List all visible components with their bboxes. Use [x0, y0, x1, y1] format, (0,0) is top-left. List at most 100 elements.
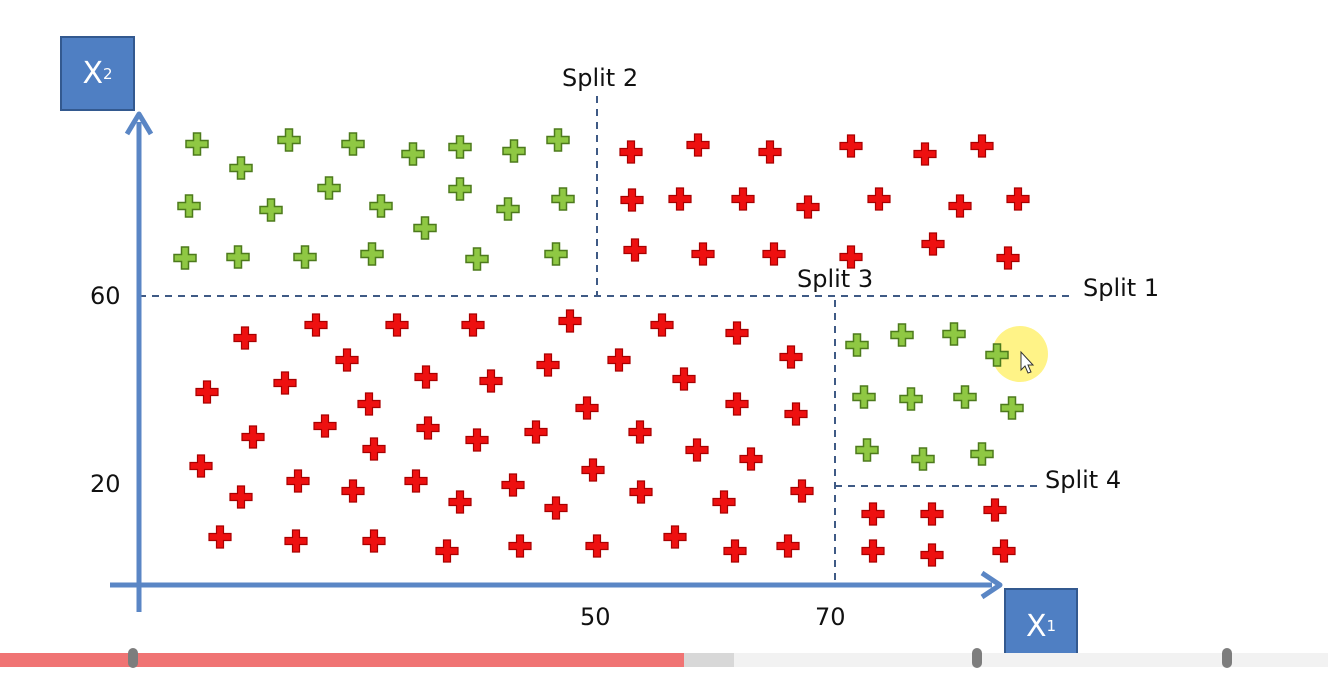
red-plus-icon: [629, 480, 653, 504]
red-plus-icon: [195, 380, 219, 404]
progress-buffered: [683, 653, 735, 667]
red-plus-icon: [691, 242, 715, 266]
red-plus-icon: [725, 392, 749, 416]
red-plus-icon: [796, 195, 820, 219]
data-points: [173, 128, 1030, 567]
red-plus-icon: [784, 402, 808, 426]
red-plus-icon: [920, 543, 944, 567]
green-plus-icon: [173, 246, 197, 270]
red-plus-icon: [233, 326, 257, 350]
green-plus-icon: [852, 385, 876, 409]
split-2-label: Split 2: [562, 64, 639, 92]
split-1-label: Split 1: [1083, 274, 1160, 302]
red-plus-icon: [404, 469, 428, 493]
y-axis-arrowhead: [124, 111, 154, 136]
green-plus-icon: [953, 385, 977, 409]
red-plus-icon: [839, 245, 863, 269]
red-plus-icon: [313, 414, 337, 438]
x-axis-arrowhead: [980, 570, 1003, 600]
green-plus-icon: [970, 442, 994, 466]
red-plus-icon: [762, 242, 786, 266]
x2-axis-label-subscript: 2: [103, 64, 113, 83]
mouse-pointer-icon: [1020, 350, 1035, 374]
red-plus-icon: [465, 428, 489, 452]
x1-axis-label-main: X: [1025, 608, 1047, 644]
red-plus-icon: [479, 369, 503, 393]
red-plus-icon: [362, 437, 386, 461]
red-plus-icon: [731, 187, 755, 211]
red-plus-icon: [663, 525, 687, 549]
red-plus-icon: [668, 187, 692, 211]
mouse-pointer-arrow: [1020, 350, 1035, 374]
green-plus-icon: [448, 135, 472, 159]
red-plus-icon: [581, 458, 605, 482]
green-plus-icon: [229, 156, 253, 180]
green-plus-icon: [185, 132, 209, 156]
red-plus-icon: [585, 534, 609, 558]
red-plus-icon: [650, 313, 674, 337]
red-plus-icon: [776, 534, 800, 558]
chapter-marker[interactable]: [1222, 648, 1232, 668]
chapter-marker[interactable]: [972, 648, 982, 668]
green-plus-icon: [226, 245, 250, 269]
x2-axis-label-main: X: [82, 56, 103, 91]
green-plus-icon: [465, 247, 489, 271]
red-plus-icon: [996, 246, 1020, 270]
red-plus-icon: [913, 142, 937, 166]
axes: [110, 111, 1003, 612]
red-plus-icon: [948, 194, 972, 218]
red-plus-icon: [867, 187, 891, 211]
red-plus-icon: [839, 134, 863, 158]
red-plus-icon: [992, 539, 1016, 563]
red-plus-icon: [208, 525, 232, 549]
red-plus-icon: [335, 348, 359, 372]
green-plus-icon: [985, 343, 1009, 367]
red-plus-icon: [686, 133, 710, 157]
red-plus-icon: [461, 313, 485, 337]
red-plus-icon: [414, 365, 438, 389]
red-plus-icon: [607, 348, 631, 372]
y-tick-60: 60: [90, 282, 121, 310]
green-plus-icon: [177, 194, 201, 218]
red-plus-icon: [970, 134, 994, 158]
green-plus-icon: [551, 187, 575, 211]
green-plus-icon: [502, 139, 526, 163]
green-plus-icon: [544, 242, 568, 266]
red-plus-icon: [861, 502, 885, 526]
green-plus-icon: [293, 245, 317, 269]
x-tick-50: 50: [580, 603, 611, 631]
red-plus-icon: [357, 392, 381, 416]
green-plus-icon: [911, 447, 935, 471]
green-plus-icon: [1000, 396, 1024, 420]
red-plus-icon: [790, 479, 814, 503]
red-plus-icon: [758, 140, 782, 164]
green-plus-icon: [899, 387, 923, 411]
cursor-highlight: [992, 326, 1048, 382]
video-progress-bar[interactable]: [0, 653, 1328, 667]
green-plus-icon: [496, 197, 520, 221]
red-plus-icon: [779, 345, 803, 369]
chapter-marker[interactable]: [128, 648, 138, 668]
red-plus-icon: [558, 309, 582, 333]
red-plus-icon: [385, 313, 409, 337]
red-plus-icon: [623, 238, 647, 262]
green-plus-icon: [890, 323, 914, 347]
green-plus-icon: [369, 194, 393, 218]
green-plus-icon: [855, 438, 879, 462]
green-plus-icon: [845, 333, 869, 357]
green-plus-icon: [341, 132, 365, 156]
red-plus-icon: [620, 188, 644, 212]
red-plus-icon: [304, 313, 328, 337]
red-plus-icon: [544, 496, 568, 520]
red-plus-icon: [284, 529, 308, 553]
red-plus-icon: [685, 438, 709, 462]
red-plus-icon: [416, 416, 440, 440]
red-plus-icon: [575, 396, 599, 420]
red-plus-icon: [241, 425, 265, 449]
y-tick-20: 20: [90, 470, 121, 498]
split-4-label: Split 4: [1045, 466, 1122, 494]
green-plus-icon: [317, 176, 341, 200]
cursor-highlight-circle: [992, 326, 1048, 382]
